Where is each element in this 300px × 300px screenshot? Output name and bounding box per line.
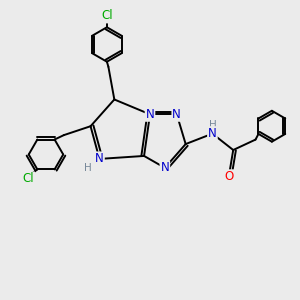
Text: N: N bbox=[172, 108, 181, 121]
Text: N: N bbox=[95, 152, 104, 165]
Text: N: N bbox=[208, 127, 217, 140]
Text: N: N bbox=[160, 161, 169, 174]
Text: N: N bbox=[146, 108, 154, 121]
Text: O: O bbox=[224, 170, 233, 183]
Text: H: H bbox=[84, 163, 92, 173]
Text: Cl: Cl bbox=[101, 10, 113, 22]
Text: Cl: Cl bbox=[22, 172, 34, 185]
Text: H: H bbox=[208, 120, 216, 130]
